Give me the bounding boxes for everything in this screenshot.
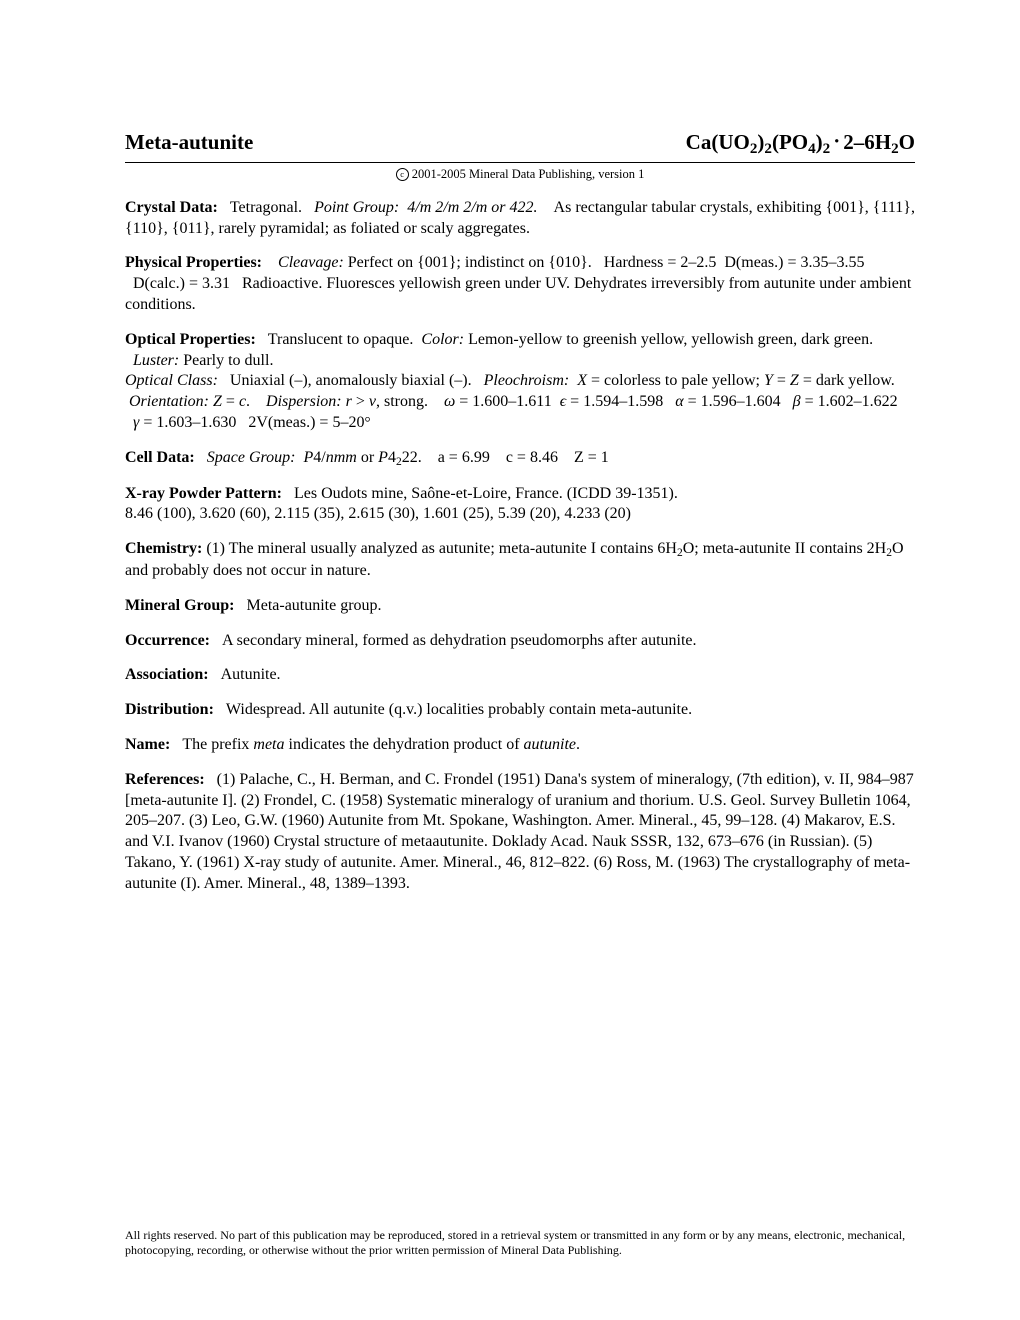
optical-properties-section: Optical Properties: Translucent to opaqu… — [125, 330, 915, 434]
header-rule — [125, 162, 915, 163]
gamma: γ = 1.603–1.630 — [133, 414, 236, 431]
cell-a: a = 6.99 — [438, 449, 490, 466]
optprop-label: Optical Properties: — [125, 331, 256, 348]
cell-z: Z = 1 — [574, 449, 609, 466]
occ-label: Occurrence: — [125, 632, 210, 649]
cleavage-value: Perfect on {001}; indistinct on {010}. — [348, 254, 592, 271]
chemical-formula: Ca(UO2)2(PO4)2·2–6H2O — [686, 130, 915, 158]
optclass-label: Optical Class: — [125, 372, 218, 389]
xray-label: X-ray Powder Pattern: — [125, 485, 282, 502]
name-label: Name: — [125, 736, 170, 753]
omega: ω = 1.600–1.611 — [444, 393, 552, 410]
ref-label: References: — [125, 771, 205, 788]
mineral-name: Meta-autunite — [125, 130, 253, 155]
references-section: References: (1) Palache, C., H. Berman, … — [125, 770, 915, 895]
disp-value: r > v, strong. — [346, 393, 428, 410]
disp-label: Dispersion: — [266, 393, 342, 410]
physical-properties-section: Physical Properties: Cleavage: Perfect o… — [125, 253, 915, 315]
header-row: Meta-autunite Ca(UO2)2(PO4)2·2–6H2O — [125, 130, 915, 162]
copyright-icon: c — [396, 168, 409, 181]
copyright-text: 2001-2005 Mineral Data Publishing, versi… — [412, 167, 645, 181]
beta: β = 1.602–1.622 — [793, 393, 898, 410]
xray-section: X-ray Powder Pattern: Les Oudots mine, S… — [125, 484, 915, 526]
crystal-data-section: Crystal Data: Tetragonal. Point Group: 4… — [125, 198, 915, 240]
orient-label: Orientation: — [129, 393, 209, 410]
twov: 2V(meas.) = 5–20° — [248, 414, 370, 431]
cell-c: c = 8.46 — [506, 449, 558, 466]
mingroup-label: Mineral Group: — [125, 597, 234, 614]
occurrence-section: Occurrence: A secondary mineral, formed … — [125, 631, 915, 652]
chemistry-section: Chemistry: (1) The mineral usually analy… — [125, 539, 915, 582]
dist-label: Distribution: — [125, 701, 214, 718]
dcalc: D(calc.) = 3.31 — [133, 275, 230, 292]
footer-text: All rights reserved. No part of this pub… — [125, 1228, 905, 1257]
dist-text: Widespread. All autunite (q.v.) localiti… — [226, 701, 692, 718]
ref-text: (1) Palache, C., H. Berman, and C. Frond… — [125, 771, 914, 892]
optclass-value: Uniaxial (–), anomalously biaxial (–). — [230, 372, 472, 389]
pleo-value: X = colorless to pale yellow; Y = Z = da… — [577, 372, 895, 389]
point-group-value: 4/m 2/m 2/m or 422. — [407, 199, 537, 216]
sg-label: Space Group: — [207, 449, 296, 466]
crystal-data-label: Crystal Data: — [125, 199, 218, 216]
opt-transp: Translucent to opaque. — [268, 331, 414, 348]
cell-data-section: Cell Data: Space Group: P4/nmm or P4222.… — [125, 448, 915, 470]
pleo-label: Pleochroism: — [484, 372, 570, 389]
dmeas: D(meas.) = 3.35–3.55 — [724, 254, 864, 271]
mingroup-text: Meta-autunite group. — [246, 597, 381, 614]
xray-loc: Les Oudots mine, Saône-et-Loire, France.… — [294, 485, 678, 502]
crystal-system: Tetragonal. — [230, 199, 302, 216]
physprop-rest: Radioactive. Fluoresces yellowish green … — [125, 275, 911, 313]
color-label: Color: — [421, 331, 464, 348]
xray-pattern: 8.46 (100), 3.620 (60), 2.115 (35), 2.61… — [125, 505, 631, 522]
sg-value: P4/nmm or P4222. — [303, 449, 421, 466]
copyright-line: c 2001-2005 Mineral Data Publishing, ver… — [125, 167, 915, 182]
page-content: Meta-autunite Ca(UO2)2(PO4)2·2–6H2O c 20… — [125, 130, 915, 1260]
point-group-label: Point Group: — [314, 199, 399, 216]
orient-value: Z = c. — [213, 393, 250, 410]
luster-value: Pearly to dull. — [183, 352, 273, 369]
name-section: Name: The prefix meta indicates the dehy… — [125, 735, 915, 756]
assoc-text: Autunite. — [221, 666, 281, 683]
cell-data-label: Cell Data: — [125, 449, 195, 466]
occ-text: A secondary mineral, formed as dehydrati… — [222, 632, 697, 649]
cleavage-label: Cleavage: — [278, 254, 344, 271]
association-section: Association: Autunite. — [125, 665, 915, 686]
footer-rights: All rights reserved. No part of this pub… — [125, 1228, 915, 1258]
assoc-label: Association: — [125, 666, 209, 683]
distribution-section: Distribution: Widespread. All autunite (… — [125, 700, 915, 721]
chem-label: Chemistry: — [125, 540, 202, 557]
name-text: The prefix meta indicates the dehydratio… — [182, 736, 580, 753]
chem-text: (1) The mineral usually analyzed as autu… — [125, 540, 904, 579]
hardness: Hardness = 2–2.5 — [604, 254, 717, 271]
physprop-label: Physical Properties: — [125, 254, 262, 271]
luster-label: Luster: — [133, 352, 179, 369]
eps: ϵ = 1.594–1.598 — [560, 393, 663, 410]
alpha: α = 1.596–1.604 — [675, 393, 780, 410]
color-value: Lemon-yellow to greenish yellow, yellowi… — [468, 331, 873, 348]
mineral-group-section: Mineral Group: Meta-autunite group. — [125, 596, 915, 617]
